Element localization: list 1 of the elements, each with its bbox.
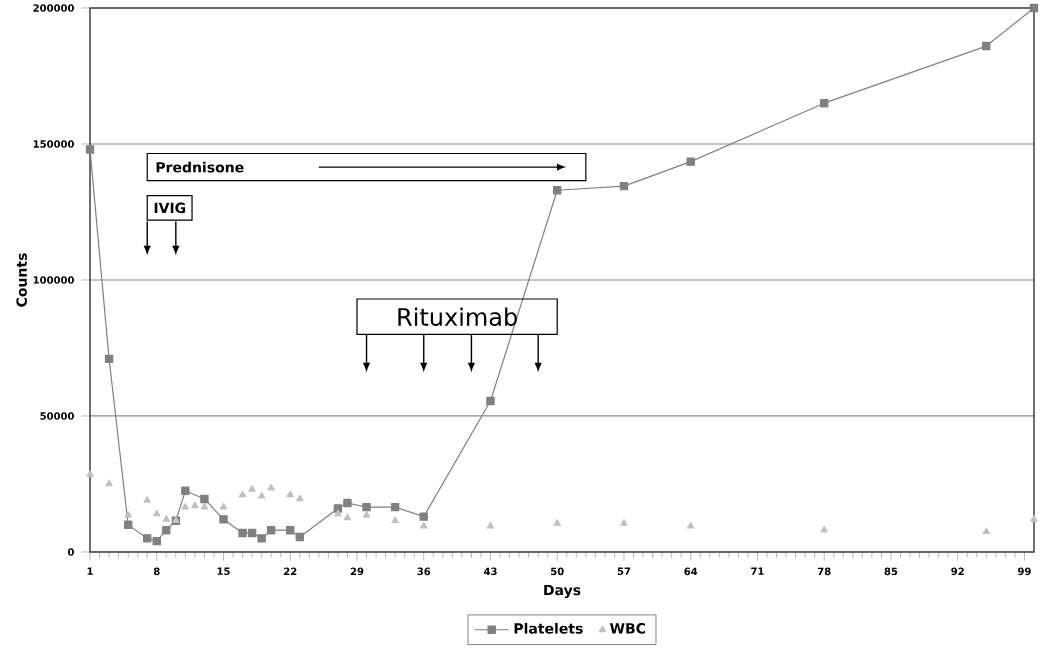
annotation: Rituximab	[398, 307, 517, 326]
